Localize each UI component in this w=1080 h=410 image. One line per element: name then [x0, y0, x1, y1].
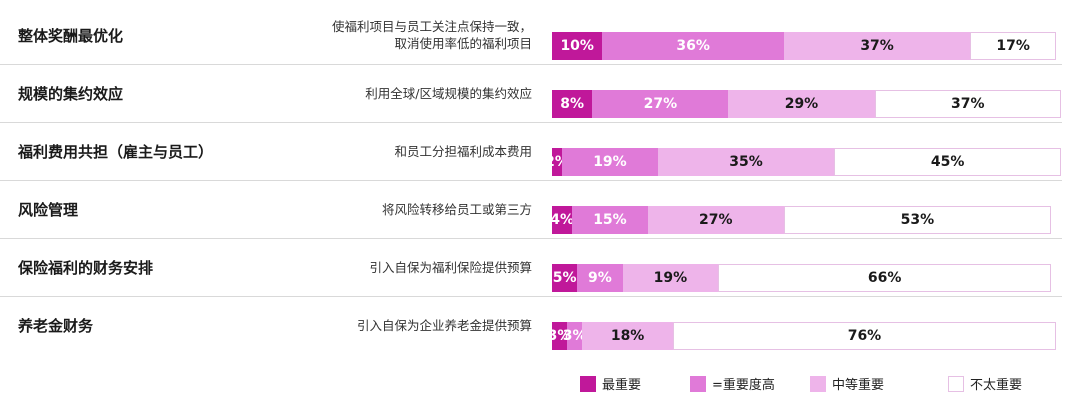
bar-segment-low — [672, 322, 1056, 350]
bar-segment-low — [783, 206, 1051, 234]
row-description: 引入自保为企业养老金提供预算 — [357, 317, 532, 334]
row-description-line: 使福利项目与员工关注点保持一致， — [331, 19, 532, 34]
row-separator — [0, 296, 1062, 297]
bar-segment-label: 3% — [562, 328, 587, 344]
row-description-line: 引入自保为企业养老金提供预算 — [356, 318, 532, 333]
row-title: 风险管理 — [18, 201, 79, 219]
legend-label-low: 不太重要 — [970, 378, 1023, 393]
bar-segment-low — [970, 32, 1056, 60]
legend-item-most: 最重要 — [580, 374, 641, 393]
row-description: 将风险转移给员工或第三方 — [382, 201, 532, 218]
stacked-bar: 5% 9% 19% 66% — [552, 264, 1056, 292]
stacked-bar: 10% 36% 37% 17% — [552, 32, 1056, 60]
bar-segment-label: 19% — [653, 270, 688, 286]
bar-segment-high — [577, 264, 623, 292]
legend-label-high: =重要度高 — [712, 378, 775, 393]
bar-segment-label: 29% — [784, 96, 819, 112]
chart-legend: 最重要 =重要度高 中等重要 不太重要 — [580, 374, 1060, 393]
bar-segment-most — [552, 148, 563, 176]
bar-segment-medium — [582, 322, 673, 350]
legend-item-low: 不太重要 — [948, 374, 1022, 393]
legend-swatch-most — [580, 375, 596, 392]
stacked-bar: 3% 3% 18% 76% — [548, 322, 1056, 350]
bar-segment-label: 9% — [587, 270, 612, 286]
bar-segment-label: 53% — [900, 212, 935, 228]
bar-segment-label: 8% — [560, 96, 585, 112]
stacked-bar: 4% 15% 27% 53% — [550, 206, 1056, 234]
bar-segment-label: 36% — [676, 38, 710, 54]
row-title: 福利费用共担（雇主与员工） — [18, 143, 214, 161]
row-separator — [0, 180, 1062, 181]
row-separator — [0, 238, 1062, 239]
bar-segment-most — [552, 264, 578, 292]
bar-segment-label: 37% — [860, 38, 894, 54]
row-title: 保险福利的财务安排 — [18, 259, 154, 277]
bar-segment-label: 4% — [550, 212, 574, 228]
bar-segment-label: 45% — [930, 154, 965, 170]
bar-segment-medium — [783, 32, 971, 60]
legend-swatch-low — [948, 375, 964, 392]
bar-segment-label: 27% — [643, 96, 678, 112]
bar-segment-high — [567, 322, 583, 350]
row-separator — [0, 122, 1062, 123]
bar-segment-label: 37% — [951, 96, 985, 112]
row-description-line: 和员工分担福利成本费用 — [394, 144, 532, 159]
row-title: 整体奖酬最优化 — [18, 27, 124, 45]
bar-segment-medium — [622, 264, 719, 292]
row-description: 和员工分担福利成本费用 — [394, 143, 532, 160]
bar-segment-label: 10% — [560, 38, 594, 54]
bar-segment-label: 5% — [552, 270, 577, 286]
legend-label-most: 最重要 — [602, 378, 642, 393]
row-description: 使福利项目与员工关注点保持一致， 取消使用率低的福利项目 — [332, 18, 532, 52]
row-description: 引入自保为福利保险提供预算 — [369, 259, 532, 276]
row-description-line: 将风险转移给员工或第三方 — [381, 202, 532, 217]
bar-segment-most — [552, 90, 593, 118]
row-title: 规模的集约效应 — [18, 85, 124, 103]
bar-segment-low — [874, 90, 1062, 118]
bar-segment-label: 76% — [847, 328, 882, 344]
stacked-bar: 2% 19% 35% 45% — [545, 148, 1062, 176]
bar-segment-most — [552, 322, 568, 350]
bar-segment-label: 35% — [729, 154, 763, 170]
legend-label-medium: 中等重要 — [832, 378, 885, 393]
stacked-bar: 8% 27% 29% 37% — [552, 90, 1062, 118]
row-description-line: 引入自保为福利保险提供预算 — [369, 260, 532, 275]
row-title: 养老金财务 — [18, 317, 94, 335]
bar-segment-low — [834, 148, 1062, 176]
bar-segment-low — [718, 264, 1051, 292]
row-description-line: 利用全球/区域规模的集约效应 — [365, 86, 532, 101]
bar-segment-medium — [657, 148, 835, 176]
bar-segment-label: 66% — [867, 270, 902, 286]
bar-segment-high — [592, 90, 729, 118]
legend-item-high: =重要度高 — [690, 374, 775, 393]
row-description-line: 取消使用率低的福利项目 — [394, 36, 532, 51]
bar-segment-high — [562, 148, 658, 176]
legend-item-medium: 中等重要 — [810, 374, 884, 393]
row-separator — [0, 64, 1062, 65]
bar-segment-medium — [728, 90, 875, 118]
bar-segment-high — [602, 32, 784, 60]
bar-segment-label: 3% — [547, 328, 572, 344]
bar-segment-high — [572, 206, 648, 234]
bar-segment-most — [552, 206, 573, 234]
bar-segment-label: 27% — [699, 212, 733, 228]
row-description: 利用全球/区域规模的集约效应 — [365, 85, 532, 102]
legend-swatch-medium — [810, 375, 826, 392]
bar-segment-label: 18% — [610, 328, 645, 344]
bar-segment-label: 15% — [593, 212, 627, 228]
bar-segment-label: 17% — [996, 38, 1030, 54]
bar-segment-label: 19% — [593, 154, 627, 170]
bar-segment-most — [552, 32, 603, 60]
legend-swatch-high — [690, 375, 706, 392]
bar-segment-medium — [647, 206, 784, 234]
